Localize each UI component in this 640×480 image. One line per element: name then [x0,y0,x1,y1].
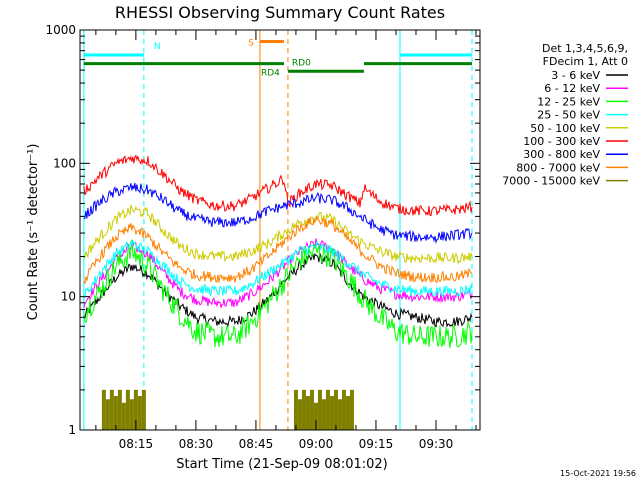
series-mark [337,399,342,430]
series-mark [297,399,302,430]
series-mark [349,389,354,430]
x-tick-label: 09:30 [419,437,454,451]
series-mark [301,389,306,430]
x-tick-label: 09:00 [299,437,334,451]
annotation-label: N [154,42,161,52]
series-mark [317,389,322,430]
legend-entry: 100 - 300 keV [523,135,600,148]
legend-entry: 800 - 7000 keV [516,161,600,174]
series-line [83,239,473,349]
y-tick-label: 10 [61,290,76,304]
legend-header: FDecim 1, Att 0 [543,55,628,68]
legend-entry: 50 - 100 keV [530,122,600,135]
timestamp-footer: 15-Oct-2021 19:56 [560,469,636,478]
series-mark [321,399,326,430]
series-mark [333,389,338,430]
series-line [83,214,473,284]
legend-entry: 300 - 800 keV [523,148,600,161]
series-mark [109,389,114,430]
x-axis-label: Start Time (21-Sep-09 08:01:02) [176,457,387,472]
series-mark [117,389,122,430]
x-tick-label: 09:15 [359,437,394,451]
series-mark [141,389,146,430]
series-line [83,239,473,300]
series-line [83,251,473,328]
series-mark [137,395,142,430]
series-mark [133,389,138,430]
series-line [83,154,473,217]
legend-entry: 7000 - 15000 keV [502,175,600,188]
series-mark [105,399,110,430]
series-line [83,182,473,245]
legend-entry: 12 - 25 keV [537,95,600,108]
series-mark [325,389,330,430]
series-mark [125,389,130,430]
x-tick-label: 08:15 [119,437,154,451]
series-mark [313,402,318,430]
series-mark [101,389,106,430]
series-mark [113,395,118,430]
legend: Det 1,3,4,5,6,9,FDecim 1, Att 03 - 6 keV… [502,42,628,188]
chart-title: RHESSI Observing Summary Count Rates [115,3,445,22]
series-line [83,204,473,265]
annotation-label: RD0 [292,58,311,68]
plot-frame [79,29,481,431]
legend-entry: 6 - 12 keV [544,82,600,95]
series-mark [121,402,126,430]
series-mark [293,389,298,430]
y-axis-label: Count Rate (s⁻¹ detector⁻¹) [26,144,41,321]
y-tick-label: 1 [68,423,76,437]
series-mark [341,389,346,430]
annotation-label: S [248,38,254,48]
axes: 1 10 100 1000 08:15 08:30 08:45 09:00 09:15 09:30 [45,23,481,451]
annotation-label: RD4 [261,69,280,79]
series-mark [129,399,134,430]
y-tick-label: 1000 [45,23,76,37]
y-tick-label: 100 [53,156,76,170]
series-mark [309,389,314,430]
legend-entry: 25 - 50 keV [537,109,600,122]
series-mark [345,395,350,430]
x-tick-label: 08:30 [179,437,214,451]
series-mark [305,395,310,430]
series-mark [329,395,334,430]
legend-header: Det 1,3,4,5,6,9, [542,42,628,55]
legend-entry: 3 - 6 keV [551,69,600,82]
plot-area: N S RD4 RD0 [83,30,473,430]
x-tick-label: 08:45 [239,437,274,451]
